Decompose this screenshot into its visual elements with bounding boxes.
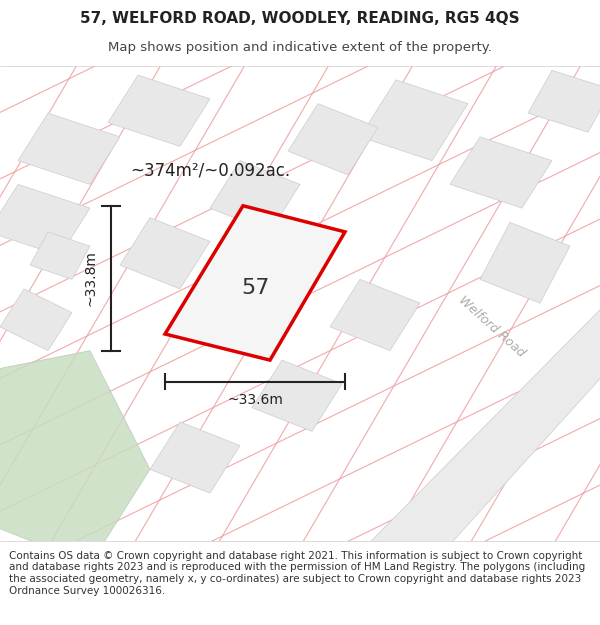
Text: ~33.6m: ~33.6m	[227, 394, 283, 408]
Polygon shape	[108, 75, 210, 146]
Polygon shape	[450, 137, 552, 208]
Text: 57, WELFORD ROAD, WOODLEY, READING, RG5 4QS: 57, WELFORD ROAD, WOODLEY, READING, RG5 …	[80, 11, 520, 26]
Text: ~374m²/~0.092ac.: ~374m²/~0.092ac.	[130, 161, 290, 179]
Text: ~33.8m: ~33.8m	[83, 250, 97, 306]
Polygon shape	[0, 289, 72, 351]
Polygon shape	[0, 184, 90, 256]
Polygon shape	[480, 222, 570, 303]
Polygon shape	[120, 217, 210, 289]
Polygon shape	[330, 279, 420, 351]
Polygon shape	[288, 104, 378, 175]
Polygon shape	[210, 161, 300, 232]
Text: Map shows position and indicative extent of the property.: Map shows position and indicative extent…	[108, 41, 492, 54]
Text: Welford Road: Welford Road	[456, 294, 528, 360]
Text: Contains OS data © Crown copyright and database right 2021. This information is : Contains OS data © Crown copyright and d…	[9, 551, 585, 596]
Polygon shape	[360, 80, 468, 161]
Text: 57: 57	[242, 278, 270, 298]
Polygon shape	[348, 279, 600, 564]
Polygon shape	[0, 351, 150, 564]
Polygon shape	[165, 206, 345, 360]
Polygon shape	[18, 113, 120, 184]
Polygon shape	[252, 360, 342, 431]
Polygon shape	[528, 71, 600, 132]
Polygon shape	[30, 232, 90, 279]
Polygon shape	[150, 422, 240, 493]
